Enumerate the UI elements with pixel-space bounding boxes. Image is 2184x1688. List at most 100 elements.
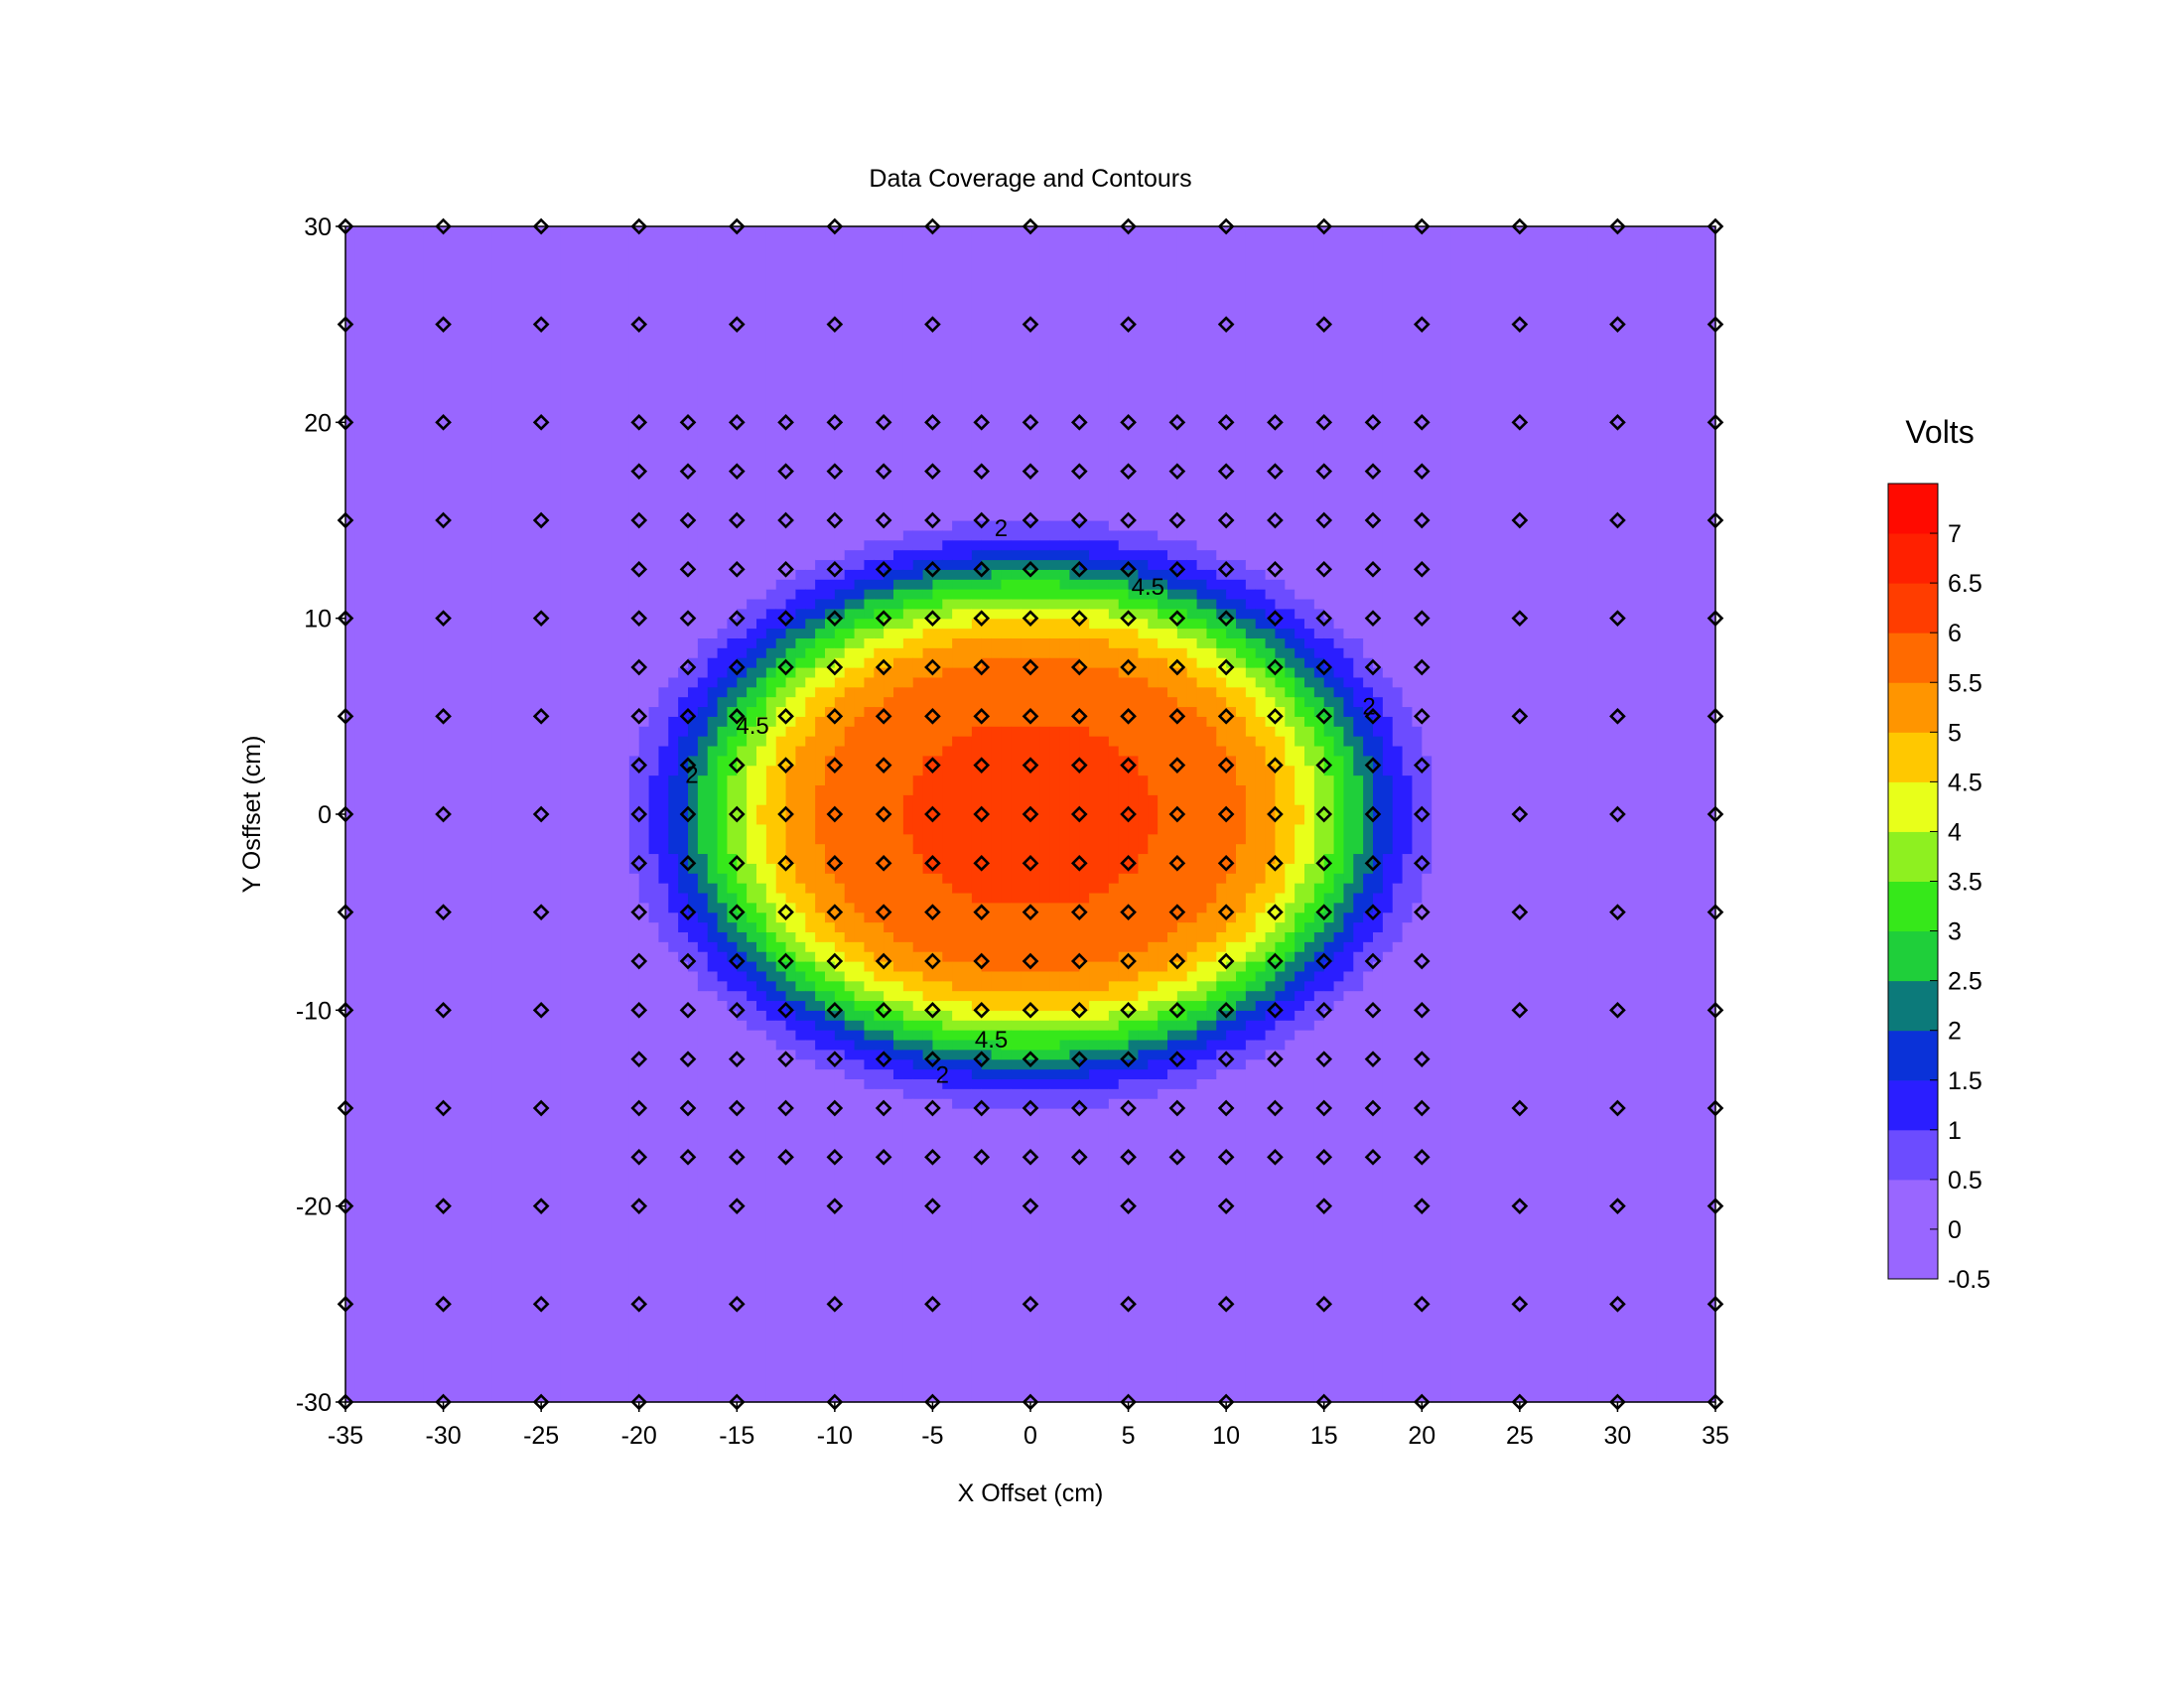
contour-cell: [844, 1000, 856, 1021]
contour-cell: [1118, 1078, 1130, 1099]
contour-cell: [795, 745, 806, 884]
contour-cell: [1402, 921, 1414, 1403]
contour-cell: [1030, 970, 1041, 992]
colorbar-tick-label: 1: [1948, 1117, 1962, 1145]
contour-cell: [795, 970, 806, 992]
contour-cell: [1138, 226, 1149, 531]
contour-cell: [1343, 990, 1354, 1403]
data-point: [1120, 707, 1137, 725]
contour-cell: [1255, 667, 1267, 688]
contour-cell: [864, 539, 875, 561]
contour-cell: [815, 559, 826, 580]
contour-cell: [1206, 589, 1217, 600]
data-point: [1609, 1295, 1626, 1313]
data-point: [435, 1197, 452, 1215]
contour-cell: [962, 608, 973, 630]
contour-cell: [1039, 902, 1051, 972]
contour-cell: [874, 1068, 885, 1089]
contour-cell: [1099, 990, 1110, 1002]
contour-cell: [1099, 628, 1110, 638]
x-axis: -35 -30 -25 -20 -15 -10 -5 0 5 10 15 20 25 30 35: [328, 1402, 1729, 1450]
contour-cell: [795, 589, 806, 610]
contour-cell: [1001, 1058, 1012, 1070]
x-tick-label: -5: [921, 1422, 943, 1450]
contour-cell: [1275, 667, 1286, 688]
data-point: [630, 1197, 648, 1215]
contour-cell: [1099, 736, 1110, 894]
contour-cell: [1001, 1088, 1012, 1109]
contour-cell: [981, 598, 993, 610]
contour-cell: [747, 980, 757, 1002]
contour-cell: [962, 1058, 973, 1070]
colorbar-band: [1888, 484, 1938, 534]
data-point: [630, 511, 648, 529]
data-point: [1022, 1001, 1039, 1019]
contour-cell: [942, 226, 953, 531]
data-point: [1413, 1001, 1431, 1019]
contour-cell: [1001, 226, 1012, 521]
contour-cell: [1206, 608, 1217, 630]
contour-cell: [893, 1000, 904, 1011]
data-point: [435, 707, 452, 725]
contour-cell: [1255, 637, 1267, 658]
data-point: [924, 1051, 941, 1068]
contour-cell: [864, 1039, 875, 1051]
contour-cell: [1304, 1030, 1315, 1403]
contour-cell: [922, 1098, 934, 1403]
contour-cell: [1148, 549, 1159, 570]
contour-cell: [1490, 226, 1501, 1403]
data-point: [532, 1295, 550, 1313]
contour-cell: [952, 1049, 963, 1060]
data-point: [679, 413, 697, 431]
contour-cell: [902, 1078, 914, 1099]
contour-cell: [1128, 951, 1140, 982]
data-point: [875, 757, 892, 774]
contour-cell: [1176, 647, 1188, 668]
data-point: [679, 1001, 697, 1019]
contour-cell: [854, 618, 866, 630]
contour-cell: [1030, 1108, 1041, 1403]
contour-cell: [1245, 696, 1257, 737]
data-point: [1217, 1051, 1235, 1068]
contour-cell: [795, 912, 806, 942]
contour-cell: [1089, 628, 1100, 638]
contour-cell: [942, 961, 953, 982]
contour-cell: [717, 873, 729, 904]
contour-cell: [893, 686, 904, 942]
contour-cell: [1039, 970, 1051, 992]
contour-cell: [1039, 1049, 1051, 1060]
contour-cell: [1079, 579, 1090, 590]
contour-cell: [893, 970, 904, 982]
contour-cell: [1686, 226, 1697, 1403]
data-point: [630, 1148, 648, 1166]
contour-cell: [912, 1078, 924, 1099]
contour-cell: [1236, 637, 1247, 658]
contour-cell: [1049, 608, 1061, 620]
contour-cell: [1021, 569, 1031, 580]
data-point: [1120, 1099, 1137, 1117]
contour-cell: [815, 716, 826, 785]
contour-cell: [697, 921, 709, 952]
contour-cell: [1637, 226, 1648, 1403]
contour-cell: [1039, 1030, 1051, 1051]
contour-cell: [737, 990, 748, 1021]
contour-cell: [1295, 716, 1305, 747]
data-point: [777, 413, 794, 431]
contour-cell: [1089, 598, 1100, 610]
contour-cell: [884, 569, 894, 590]
contour-cell: [981, 608, 993, 620]
contour-cell: [1108, 1000, 1120, 1011]
data-point: [1070, 610, 1088, 628]
contour-cell: [893, 539, 904, 551]
contour-cell: [1186, 951, 1198, 972]
contour-cell: [805, 696, 816, 737]
contour-cell: [1196, 941, 1208, 962]
data-point: [1511, 1295, 1529, 1313]
contour-cell: [1108, 1010, 1120, 1031]
data-point: [1217, 1001, 1235, 1019]
contour-cell: [1539, 226, 1551, 1403]
data-point: [1168, 952, 1186, 970]
contour-cell: [1128, 226, 1140, 531]
data-point: [924, 316, 941, 334]
contour-cell: [1255, 628, 1267, 638]
